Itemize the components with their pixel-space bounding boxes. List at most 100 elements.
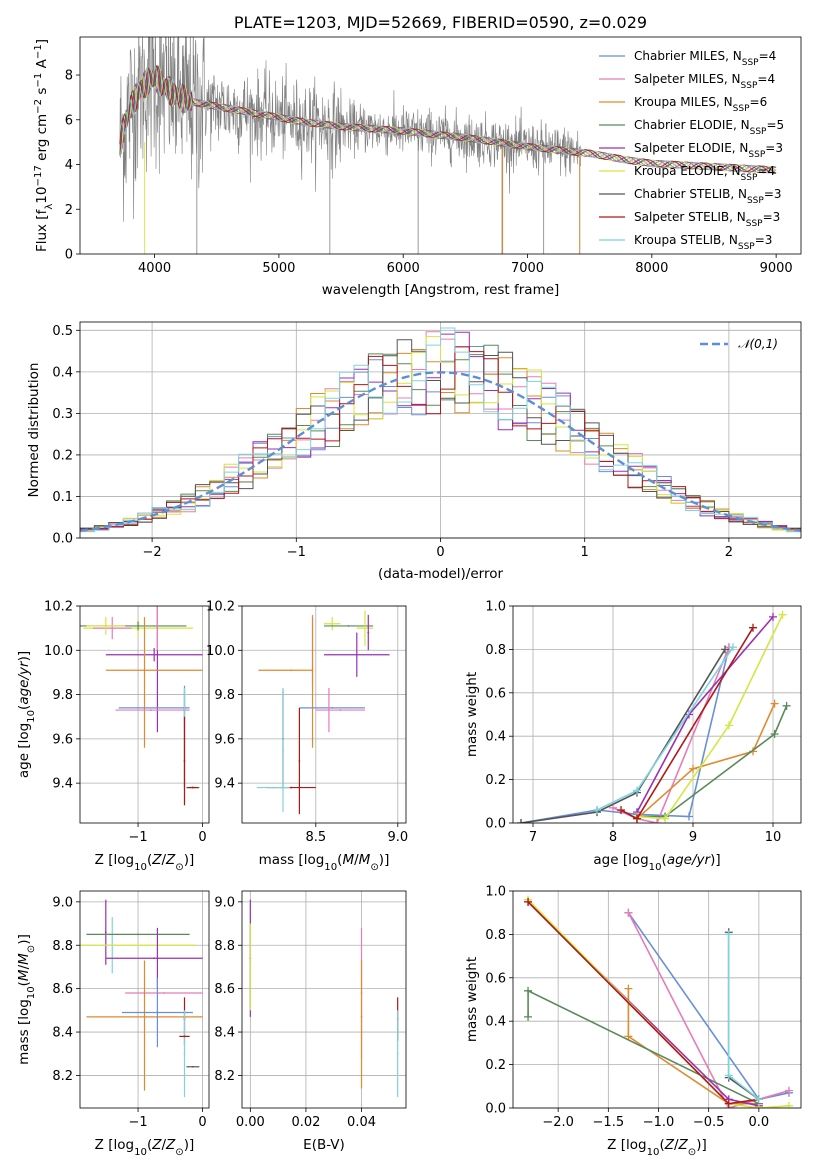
weight-marker: [778, 610, 787, 619]
weight-marker: [729, 643, 737, 652]
data-point: [290, 786, 293, 789]
weight-marker: [633, 814, 641, 823]
x-axis-label: Z [log10(Z/Z⊙)]: [95, 1137, 195, 1158]
y-tick-label: 10.2: [44, 600, 73, 615]
weight-marker: [617, 805, 625, 814]
weight-marker: [770, 730, 779, 739]
data-point: [183, 1052, 186, 1055]
x-tick-label: 6000: [387, 261, 420, 276]
y-tick-label: 9.8: [52, 688, 73, 703]
x-tick-label: 9000: [760, 261, 793, 276]
y-tick-label: 2: [65, 203, 73, 218]
legend-label: Kroupa ELODIE, NSSP=4: [634, 164, 775, 183]
y-axis-label: mass [log10(M/M⊙)]: [16, 934, 37, 1065]
y-tick-label: 0.4: [485, 730, 506, 745]
x-tick-label: 9: [689, 830, 697, 845]
y-axis-label: Flux [fλ10−17 erg cm−2 s−1 A−1]: [33, 39, 55, 252]
weight-vs-Z-axes: −2.0 −1.5 −1.0 −0.5 0.0 0.0 0.2 0.4 0.6 0.8 1.0: [485, 885, 802, 1130]
y-tick-label: 8.4: [52, 1026, 73, 1041]
x-tick-label: −1: [287, 545, 306, 560]
x-axis-label: (data-model)/error: [378, 566, 504, 582]
x-tick-label: 8: [609, 830, 617, 845]
legend-label: 𝒩(0,1): [738, 337, 778, 351]
spectrum-legend: Chabrier MILES, NSSP=4 Salpeter MILES, NS…: [599, 49, 784, 252]
weight-marker: [754, 1104, 763, 1108]
y-tick-label: 8.6: [214, 982, 235, 997]
data-spectrum: [119, 37, 581, 222]
spectrum-axes: 4000 5000 6000 7000 8000 9000 0 2 4 6 8: [65, 36, 802, 276]
y-tick-label: 10.0: [44, 644, 73, 659]
y-tick-label: 0.0: [485, 817, 506, 832]
data-point: [156, 627, 159, 630]
y-tick-label: 8.6: [52, 982, 73, 997]
normal-curve: [80, 371, 801, 532]
y-axis-label: Normed distribution: [26, 363, 42, 498]
data-point: [104, 625, 107, 627]
y-tick-label: 0: [65, 248, 73, 263]
axes-frame: [79, 36, 802, 255]
data-point: [183, 1035, 186, 1038]
axes-frame: [241, 890, 407, 1109]
weight-line: [520, 648, 726, 823]
y-tick-label: 1.0: [485, 600, 506, 615]
weight-marker: [724, 930, 733, 939]
weight-marker: [784, 1101, 793, 1108]
mass-vs-ebv-axes: 0.00 0.02 0.04 8.2 8.4 8.6 8.8 9.0: [214, 890, 407, 1130]
data-point: [360, 1015, 363, 1018]
weight-line: [727, 934, 760, 1100]
y-tick-label: 0.4: [485, 1015, 506, 1030]
y-tick-label: 0.8: [485, 643, 506, 658]
residual-histogram: [80, 336, 801, 532]
x-axis-label: wavelength [Angstrom, rest frame]: [322, 282, 560, 298]
data-point: [367, 631, 370, 634]
data-point: [153, 653, 156, 656]
x-axis-label: Z [log10(Z/Z⊙)]: [95, 852, 195, 873]
weight-line: [527, 901, 760, 1105]
x-tick-label: 2: [725, 545, 733, 560]
legend-label: Salpeter ELODIE, NSSP=3: [634, 141, 783, 160]
y-tick-label: 10.0: [206, 644, 235, 659]
data-point: [272, 786, 275, 789]
weight-marker: [749, 623, 757, 632]
legend-label: Kroupa STELIB, NSSP=3: [634, 233, 772, 252]
weight-marker: [653, 819, 661, 823]
data-point: [355, 653, 358, 656]
y-tick-label: 9.4: [52, 777, 73, 792]
y-tick-label: 6: [65, 113, 73, 128]
data-point: [111, 627, 114, 630]
y-tick-label: 0.4: [52, 365, 73, 380]
weight-marker: [524, 1012, 533, 1021]
y-tick-label: 8.8: [214, 939, 235, 954]
x-tick-label: −1: [128, 830, 147, 845]
weight-marker: [725, 721, 733, 730]
page-title: PLATE=1203, MJD=52669, FIBERID=0590, z=0…: [234, 13, 647, 32]
x-axis-label: mass [log10(M/M⊙)]: [259, 852, 390, 873]
weight-marker: [770, 699, 779, 708]
weight-line: [637, 705, 788, 818]
y-tick-label: 8.4: [214, 1026, 235, 1041]
y-tick-label: 0.2: [52, 448, 73, 463]
legend-label: Chabrier STELIB, NSSP=3: [634, 187, 782, 206]
y-axis-label: mass weight: [464, 957, 480, 1042]
data-point: [137, 625, 139, 627]
weight-marker: [661, 814, 669, 823]
mass-vs-Z-axes: −1 0 8.2 8.4 8.6 8.8 9.0: [52, 890, 210, 1130]
data-point: [156, 706, 159, 709]
y-tick-label: 0.3: [52, 407, 73, 422]
weight-marker: [524, 897, 533, 906]
y-tick-label: 8.2: [52, 1069, 73, 1084]
data-point: [104, 931, 107, 934]
axes-frame: [79, 890, 210, 1109]
data-point: [339, 709, 342, 711]
mass-vs-ebv-plot: [249, 899, 399, 1098]
x-tick-label: 9.0: [387, 830, 408, 845]
y-tick-label: 0.2: [485, 1058, 506, 1073]
age-vs-Z-plot: [80, 606, 203, 806]
x-axis-label: E(B-V): [303, 1137, 345, 1153]
weight-line: [636, 616, 774, 813]
weight-line: [627, 988, 759, 1105]
spectrum-plot: [119, 37, 777, 254]
residuals-axes: −2 −1 0 1 2 0.0 0.1 0.2 0.3 0.4 0.5: [52, 321, 802, 560]
data-point: [347, 625, 350, 627]
